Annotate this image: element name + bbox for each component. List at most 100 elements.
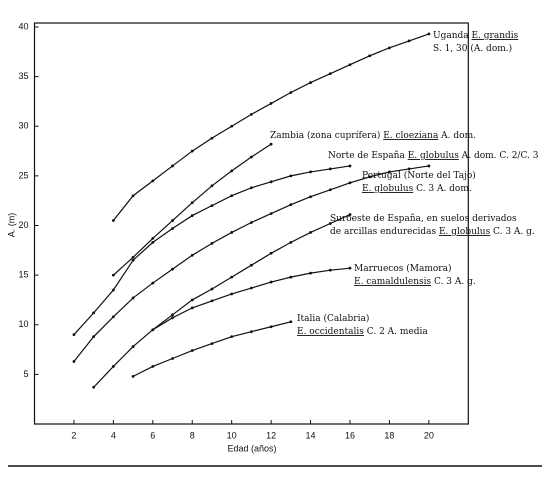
point: [151, 237, 155, 240]
point: [230, 169, 234, 173]
point: [328, 72, 332, 76]
point: [210, 204, 214, 208]
x-tick-label: 10: [227, 430, 237, 440]
point: [407, 39, 411, 43]
point: [230, 231, 234, 234]
point: [348, 213, 352, 216]
point: [427, 32, 431, 36]
point: [269, 325, 273, 329]
point: [250, 330, 253, 334]
point: [289, 174, 293, 178]
y-axis-label: A. (m): [6, 213, 16, 238]
annotation: Norte de España E. globulus A. dom. C. 2…: [328, 151, 539, 161]
point: [151, 281, 155, 285]
annotation: Portugal (Norte del Tajo): [362, 170, 476, 181]
point: [289, 320, 293, 324]
point: [368, 175, 372, 179]
y-tick-label: 30: [18, 121, 28, 131]
point: [171, 164, 174, 168]
point: [131, 258, 135, 262]
point: [309, 271, 312, 275]
annotation-part: C. 3 A. dom.: [413, 184, 472, 194]
point: [190, 149, 194, 153]
point: [328, 188, 332, 192]
y-tick-label: 40: [18, 21, 28, 31]
point: [131, 374, 135, 378]
annotation-part: C. 3 A. g.: [490, 227, 535, 237]
point: [328, 268, 332, 272]
y-tick-label: 20: [18, 220, 28, 230]
annotation-part: C. 3 A. g.: [431, 277, 476, 287]
annotation: Italia (Calabria): [297, 313, 369, 324]
annotation: E. globulus C. 3 A. dom.: [362, 184, 472, 194]
annotation-part: Portugal (Norte del Tajo): [362, 170, 476, 181]
point: [190, 214, 194, 217]
point: [190, 201, 194, 205]
annotation-part: Marruecos (Mamora): [354, 263, 451, 274]
x-tick-label: 8: [190, 430, 195, 440]
y-tick-label: 35: [18, 71, 28, 81]
annotation-part: E. camaldulensis: [354, 277, 432, 287]
point: [131, 345, 135, 348]
x-tick-label: 4: [111, 430, 116, 440]
point: [250, 286, 253, 290]
annotation-part: E. grandis: [472, 31, 519, 41]
point: [190, 253, 194, 257]
annotation-part: E. globulus: [439, 227, 491, 237]
point: [210, 241, 214, 245]
point: [151, 365, 155, 368]
point: [348, 63, 352, 67]
point: [289, 91, 293, 94]
point: [111, 315, 115, 319]
annotation-part: A. dom.: [438, 131, 476, 141]
point: [309, 170, 312, 174]
point: [289, 203, 293, 207]
point: [151, 179, 155, 183]
point: [388, 46, 391, 50]
point: [111, 273, 115, 277]
point: [328, 222, 332, 225]
annotation-part: C. 2 A. media: [364, 327, 428, 337]
point: [190, 349, 194, 352]
point: [210, 299, 214, 303]
point: [269, 102, 273, 105]
point: [171, 219, 174, 222]
point: [210, 287, 214, 291]
annotation: Suroeste de España, en suelos derivados: [330, 214, 517, 224]
y-tick-label: 25: [18, 170, 28, 180]
annotation-part: S. 1, 30 (A. dom.): [433, 43, 512, 54]
point: [269, 180, 273, 184]
point: [348, 266, 352, 270]
point: [72, 333, 76, 337]
annotation-part: E. occidentalis: [297, 327, 364, 337]
series-line: [93, 214, 351, 388]
point: [269, 280, 273, 284]
annotation: S. 1, 30 (A. dom.): [433, 43, 512, 54]
point: [92, 335, 96, 339]
y-tick-label: 5: [23, 369, 28, 379]
y-tick-label: 15: [18, 270, 28, 280]
point: [210, 136, 214, 140]
point: [230, 335, 234, 339]
point: [210, 342, 214, 346]
annotation: E. occidentalis C. 2 A. media: [297, 327, 428, 337]
annotation: de arcillas endurecidas E. globulus C. 3…: [330, 227, 535, 237]
point: [348, 181, 352, 185]
annotation-part: E. cloeziana: [383, 131, 439, 141]
series-line: [73, 165, 351, 336]
point: [407, 167, 411, 171]
point: [190, 306, 194, 310]
x-tick-label: 16: [345, 430, 355, 440]
point: [171, 267, 174, 271]
point: [111, 365, 115, 368]
point: [269, 251, 273, 255]
annotation: Marruecos (Mamora): [354, 263, 451, 274]
point: [230, 124, 234, 128]
x-axis-label: Edad (años): [227, 443, 276, 453]
point: [388, 170, 391, 174]
x-tick-label: 20: [424, 430, 434, 440]
annotation-part: de arcillas endurecidas: [330, 227, 439, 237]
point: [131, 194, 135, 198]
point: [111, 288, 115, 292]
